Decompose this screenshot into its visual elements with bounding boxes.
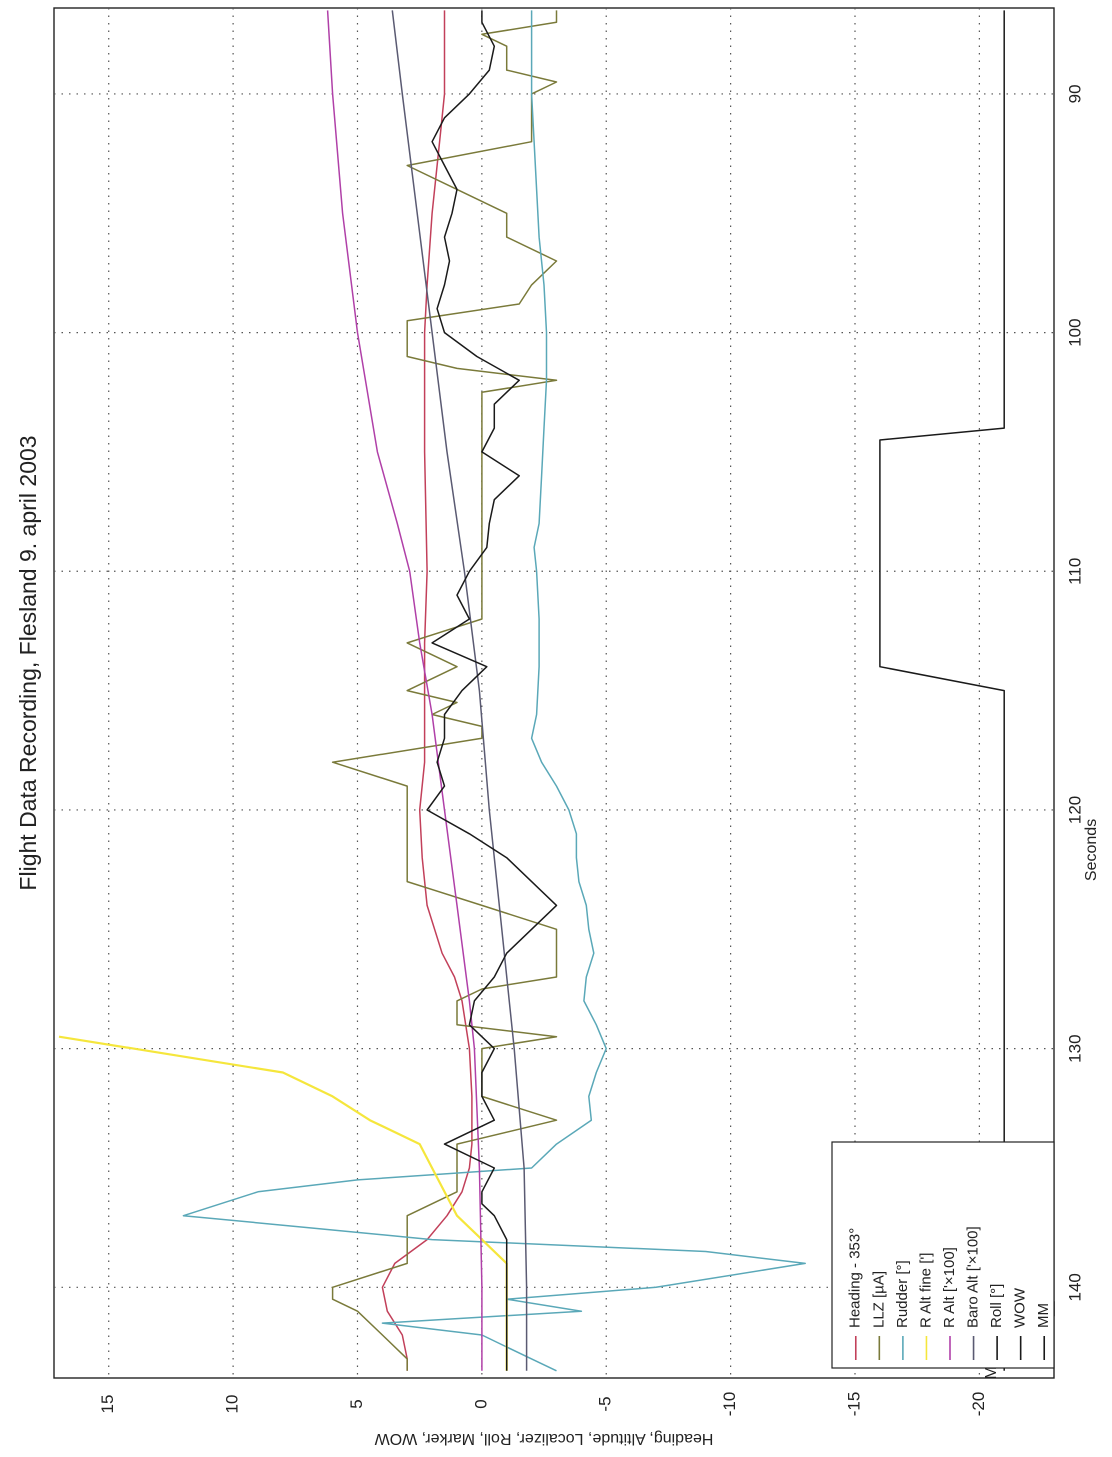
x-axis-label: Seconds [1083,819,1100,881]
x-tick-label: 110 [1065,558,1084,585]
legend: Heading - 353° LLZ [µA] Rudder [°] R Alt fi… [831,1141,1055,1369]
y-tick-label: -15 [844,1392,863,1417]
series-line-3 [182,10,806,1372]
legend-label: R Alt ['×100] [941,1247,958,1328]
y-tick-label: 5 [347,1399,366,1408]
y-tick-label: -5 [596,1396,615,1411]
x-tick-label: 120 [1065,796,1084,824]
plot-frame [53,7,1055,1379]
legend-label: Heading - 353° [847,1228,864,1328]
x-tick-label: 140 [1065,1273,1084,1301]
series-line-8 [879,10,1005,1371]
legend-label: Rudder [°] [894,1260,911,1328]
series-line-4 [58,1035,508,1371]
series-line-7 [426,10,558,1371]
y-axis-label: Heading, Altitude, Localizer, Roll, Mark… [374,1430,714,1447]
legend-label: WOW [1012,1287,1029,1328]
y-tick-label: 15 [98,1395,117,1414]
legend-label: Baro Alt ['×100] [965,1226,982,1328]
x-tick-label: 130 [1065,1034,1084,1062]
legend-box [831,1141,1055,1369]
y-tick-label: 0 [471,1399,490,1408]
chart-title: Flight Data Recording, Flesland 9. april… [15,435,41,890]
x-tick-label: 100 [1065,318,1084,346]
y-tick-label: -10 [720,1392,739,1417]
legend-label: MM [1035,1303,1052,1328]
series-line-5 [326,10,483,1371]
legend-label: R Alt fine ['] [917,1253,934,1328]
legend-label: LLZ [µA] [870,1271,887,1328]
series-lines [58,10,1055,1372]
series-line-2 [331,10,558,1371]
legend-label: Roll [°] [988,1284,1005,1328]
series-line-1 [381,10,473,1371]
y-tick-label: 10 [223,1395,242,1414]
series-line-6 [391,10,528,1371]
axis-ticks: 90 100 110 120 130 140 15 10 5 0 -5 -10 -15 -20 [98,84,1084,1416]
x-tick-label: 90 [1065,84,1084,103]
y-tick-label: -20 [969,1392,988,1417]
chart-frame-group [53,7,1055,1379]
